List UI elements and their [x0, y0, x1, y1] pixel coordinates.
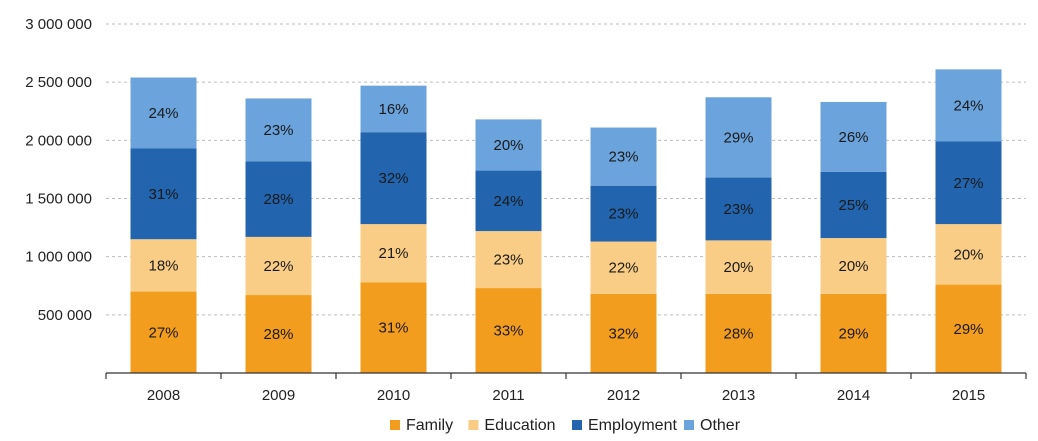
- segment-labels: 27% 18% 31% 24% 28% 22% 28% 23% 31% 21% 32% 16% 33% 2…: [148, 97, 983, 343]
- y-tick-label: 1 500 000: [25, 191, 92, 208]
- bar-data-label: 26%: [838, 129, 868, 146]
- bar-data-label: 23%: [608, 149, 638, 166]
- bar-data-label: 16%: [378, 101, 408, 118]
- y-tick-label: 1 000 000: [25, 249, 92, 266]
- legend-item: Education: [468, 417, 556, 434]
- bar-segment: [935, 69, 1002, 142]
- bar-data-label: 20%: [723, 259, 753, 276]
- legend-item: Employment: [572, 417, 677, 434]
- bar-segment: [245, 295, 312, 373]
- bar-data-label: 18%: [148, 257, 178, 274]
- legend-swatch: [468, 420, 479, 430]
- bar-segment: [475, 231, 542, 289]
- bar-data-label: 28%: [263, 326, 293, 343]
- bar-data-label: 20%: [953, 246, 983, 263]
- bar-segment: [360, 224, 427, 283]
- x-tick-label: 2015: [952, 387, 985, 404]
- x-tick-label: 2012: [607, 387, 640, 404]
- bar-data-label: 27%: [148, 324, 178, 341]
- legend-label: Employment: [588, 417, 677, 434]
- bar-data-label: 29%: [723, 129, 753, 146]
- x-tick-label: 2008: [147, 387, 180, 404]
- bar-data-label: 22%: [608, 260, 638, 277]
- bar-segment: [935, 141, 1002, 225]
- x-tick-label: 2014: [837, 387, 870, 404]
- bar-segment: [820, 238, 887, 294]
- bar-segment: [820, 101, 887, 172]
- legend-label: Family: [406, 417, 453, 434]
- y-axis-tick-labels: 500 000 1 000 000 1 500 000 2 000 000 2 500 …: [25, 16, 92, 324]
- legend-item: Other: [684, 417, 741, 434]
- bar-segment: [705, 240, 772, 294]
- bar-data-label: 29%: [953, 321, 983, 338]
- x-tick-label: 2011: [492, 387, 524, 404]
- bar-data-label: 27%: [953, 175, 983, 192]
- x-tick-label: 2010: [377, 387, 410, 404]
- bar-data-label: 22%: [263, 258, 293, 275]
- bar-segment: [130, 239, 197, 292]
- legend-swatch: [684, 420, 694, 430]
- y-tick-label: 500 000: [38, 307, 92, 324]
- x-axis: 2008 2009 2010 2011 2012 2013 2014 2015: [105, 372, 1027, 404]
- bar-segment: [590, 127, 657, 186]
- bar-data-label: 24%: [148, 105, 178, 122]
- bar-segment: [475, 119, 542, 171]
- bar-segment: [130, 291, 197, 373]
- bar-segment: [705, 97, 772, 178]
- x-tick-label: 2013: [722, 387, 755, 404]
- bar-data-label: 21%: [378, 245, 408, 262]
- bar-segment: [245, 98, 312, 162]
- legend: Family Education Employment Other: [390, 417, 741, 434]
- bar-segment: [590, 293, 657, 373]
- bar-segment: [590, 185, 657, 242]
- legend-swatch: [572, 420, 582, 430]
- bar-segment: [360, 282, 427, 373]
- bar-data-label: 31%: [378, 320, 408, 337]
- gridlines: [106, 23, 1026, 316]
- bar-data-label: 31%: [148, 186, 178, 203]
- bar-segment: [705, 293, 772, 373]
- legend-item: Family: [390, 417, 453, 434]
- legend-label: Education: [484, 417, 555, 434]
- bar-data-label: 24%: [493, 193, 523, 210]
- bar-data-label: 29%: [838, 325, 868, 342]
- bar-data-label: 33%: [493, 323, 523, 340]
- bar-data-label: 32%: [378, 170, 408, 187]
- x-tick-label: 2009: [262, 387, 295, 404]
- bar-segment: [935, 224, 1002, 285]
- bar-segment: [475, 288, 542, 373]
- bar-segment: [130, 77, 197, 149]
- bar-data-label: 20%: [493, 137, 523, 154]
- bar-data-label: 23%: [493, 252, 523, 269]
- bar-segment: [590, 241, 657, 294]
- bar-data-label: 28%: [723, 325, 753, 342]
- bar-segment: [360, 85, 427, 133]
- bar-data-label: 23%: [263, 122, 293, 139]
- y-tick-label: 2 000 000: [25, 132, 92, 149]
- bar-segment: [245, 236, 312, 296]
- bars: [130, 69, 1002, 373]
- bar-data-label: 24%: [953, 97, 983, 114]
- bar-segment: [360, 132, 427, 225]
- bar-data-label: 25%: [838, 197, 868, 214]
- legend-swatch: [390, 420, 400, 430]
- bar-data-label: 23%: [723, 201, 753, 218]
- bar-segment: [820, 171, 887, 239]
- bar-segment: [935, 284, 1002, 373]
- bar-data-label: 23%: [608, 206, 638, 223]
- bar-segment: [820, 293, 887, 373]
- bar-segment: [245, 161, 312, 237]
- bar-data-label: 32%: [608, 325, 638, 342]
- y-tick-label: 3 000 000: [25, 16, 92, 33]
- y-tick-label: 2 500 000: [25, 74, 92, 91]
- bar-segment: [705, 177, 772, 241]
- bar-data-label: 28%: [263, 191, 293, 208]
- legend-label: Other: [700, 417, 741, 434]
- bar-segment: [130, 148, 197, 240]
- bar-data-label: 20%: [838, 258, 868, 275]
- bar-segment: [475, 170, 542, 232]
